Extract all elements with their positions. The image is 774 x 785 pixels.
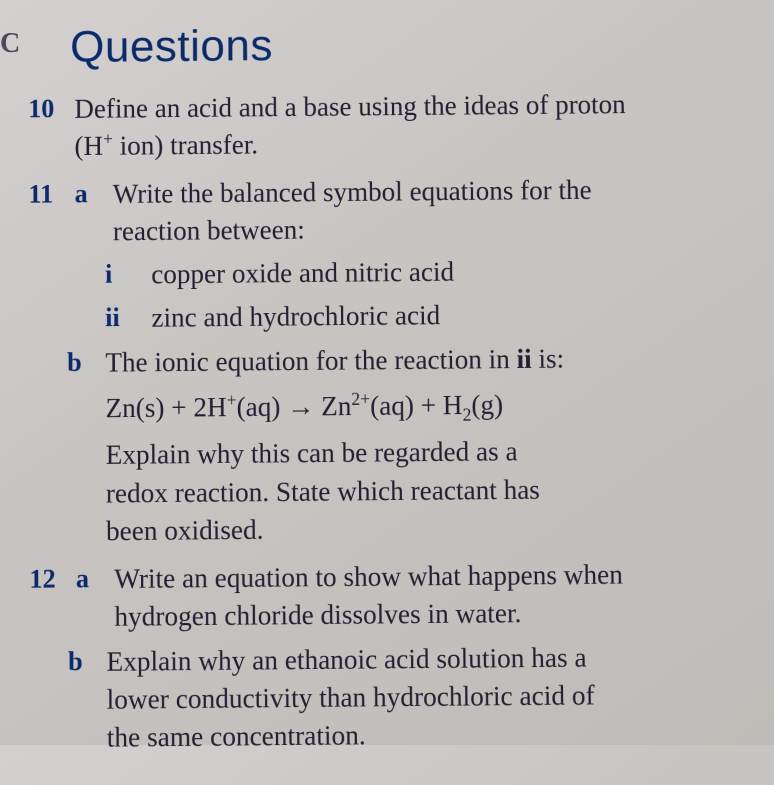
q11b-post: is: <box>531 343 564 374</box>
q12a-line1: Write an equation to show what happens w… <box>114 559 623 594</box>
q11b-line2: Explain why this can be regarded as a <box>106 436 518 470</box>
q12a-line2: hydrogen chloride dissolves in water. <box>114 598 521 632</box>
question-12a: 12 a Write an equation to show what happ… <box>21 555 753 637</box>
page-content: Questions 10 Define an acid and a base u… <box>0 0 774 785</box>
q11b-line3: redox reaction. State which reactant has <box>106 474 540 508</box>
q11b-letter: b <box>67 344 106 551</box>
q11a-ii-text: zinc and hydrochloric acid <box>151 297 440 337</box>
q11a-text: Write the balanced symbol equations for … <box>113 171 593 250</box>
q12b-text: Explain why an ethanoic acid solution ha… <box>106 638 595 757</box>
q11a-line1: Write the balanced symbol equations for … <box>113 174 592 208</box>
q11a-i-text: copper oxide and nitric acid <box>151 253 454 293</box>
q10-number: 10 <box>20 91 74 166</box>
q11b-text: The ionic equation for the reaction in i… <box>105 340 566 551</box>
q11a-line2: reaction between: <box>113 214 305 246</box>
q11-number: 11 <box>20 176 74 251</box>
q11b-equation: Zn(s) + 2H+(aq) → Zn2+(aq) + H2(g) <box>105 384 564 429</box>
questions-heading: Questions <box>70 17 745 73</box>
q12b-line2: lower conductivity than hydrochloric aci… <box>107 680 595 715</box>
q12b-line1: Explain why an ethanoic acid solution ha… <box>106 642 586 677</box>
q10-text: Define an acid and a base using the idea… <box>74 86 626 166</box>
question-11b: b The ionic equation for the reaction in… <box>67 338 752 551</box>
q12a-text: Write an equation to show what happens w… <box>114 556 623 636</box>
q11b-pre: The ionic equation for the reaction in <box>105 343 516 377</box>
question-12b: b Explain why an ethanoic acid solution … <box>68 637 755 757</box>
q11a-ii-roman: ii <box>105 300 151 338</box>
question-10: 10 Define an acid and a base using the i… <box>20 85 746 166</box>
q12-number: 12 <box>21 561 76 637</box>
q10-line2: (H+ ion) transfer. <box>74 130 258 162</box>
q11b-bold: ii <box>516 343 531 373</box>
question-11a: 11 a Write the balanced symbol equations… <box>20 170 747 251</box>
q10-line1: Define an acid and a base using the idea… <box>74 89 626 124</box>
q12b-letter: b <box>68 643 107 758</box>
q11a-i-roman: i <box>105 256 151 294</box>
q11a-letter: a <box>75 175 113 250</box>
q11b-line4: been oxidised. <box>106 514 264 546</box>
q11b-line1: The ionic equation for the reaction in i… <box>105 343 564 377</box>
q12b-line3: the same concentration. <box>107 720 366 753</box>
q12a-letter: a <box>76 560 115 636</box>
question-11a-ii: ii zinc and hydrochloric acid <box>105 294 749 337</box>
question-11a-i: i copper oxide and nitric acid <box>105 251 748 294</box>
